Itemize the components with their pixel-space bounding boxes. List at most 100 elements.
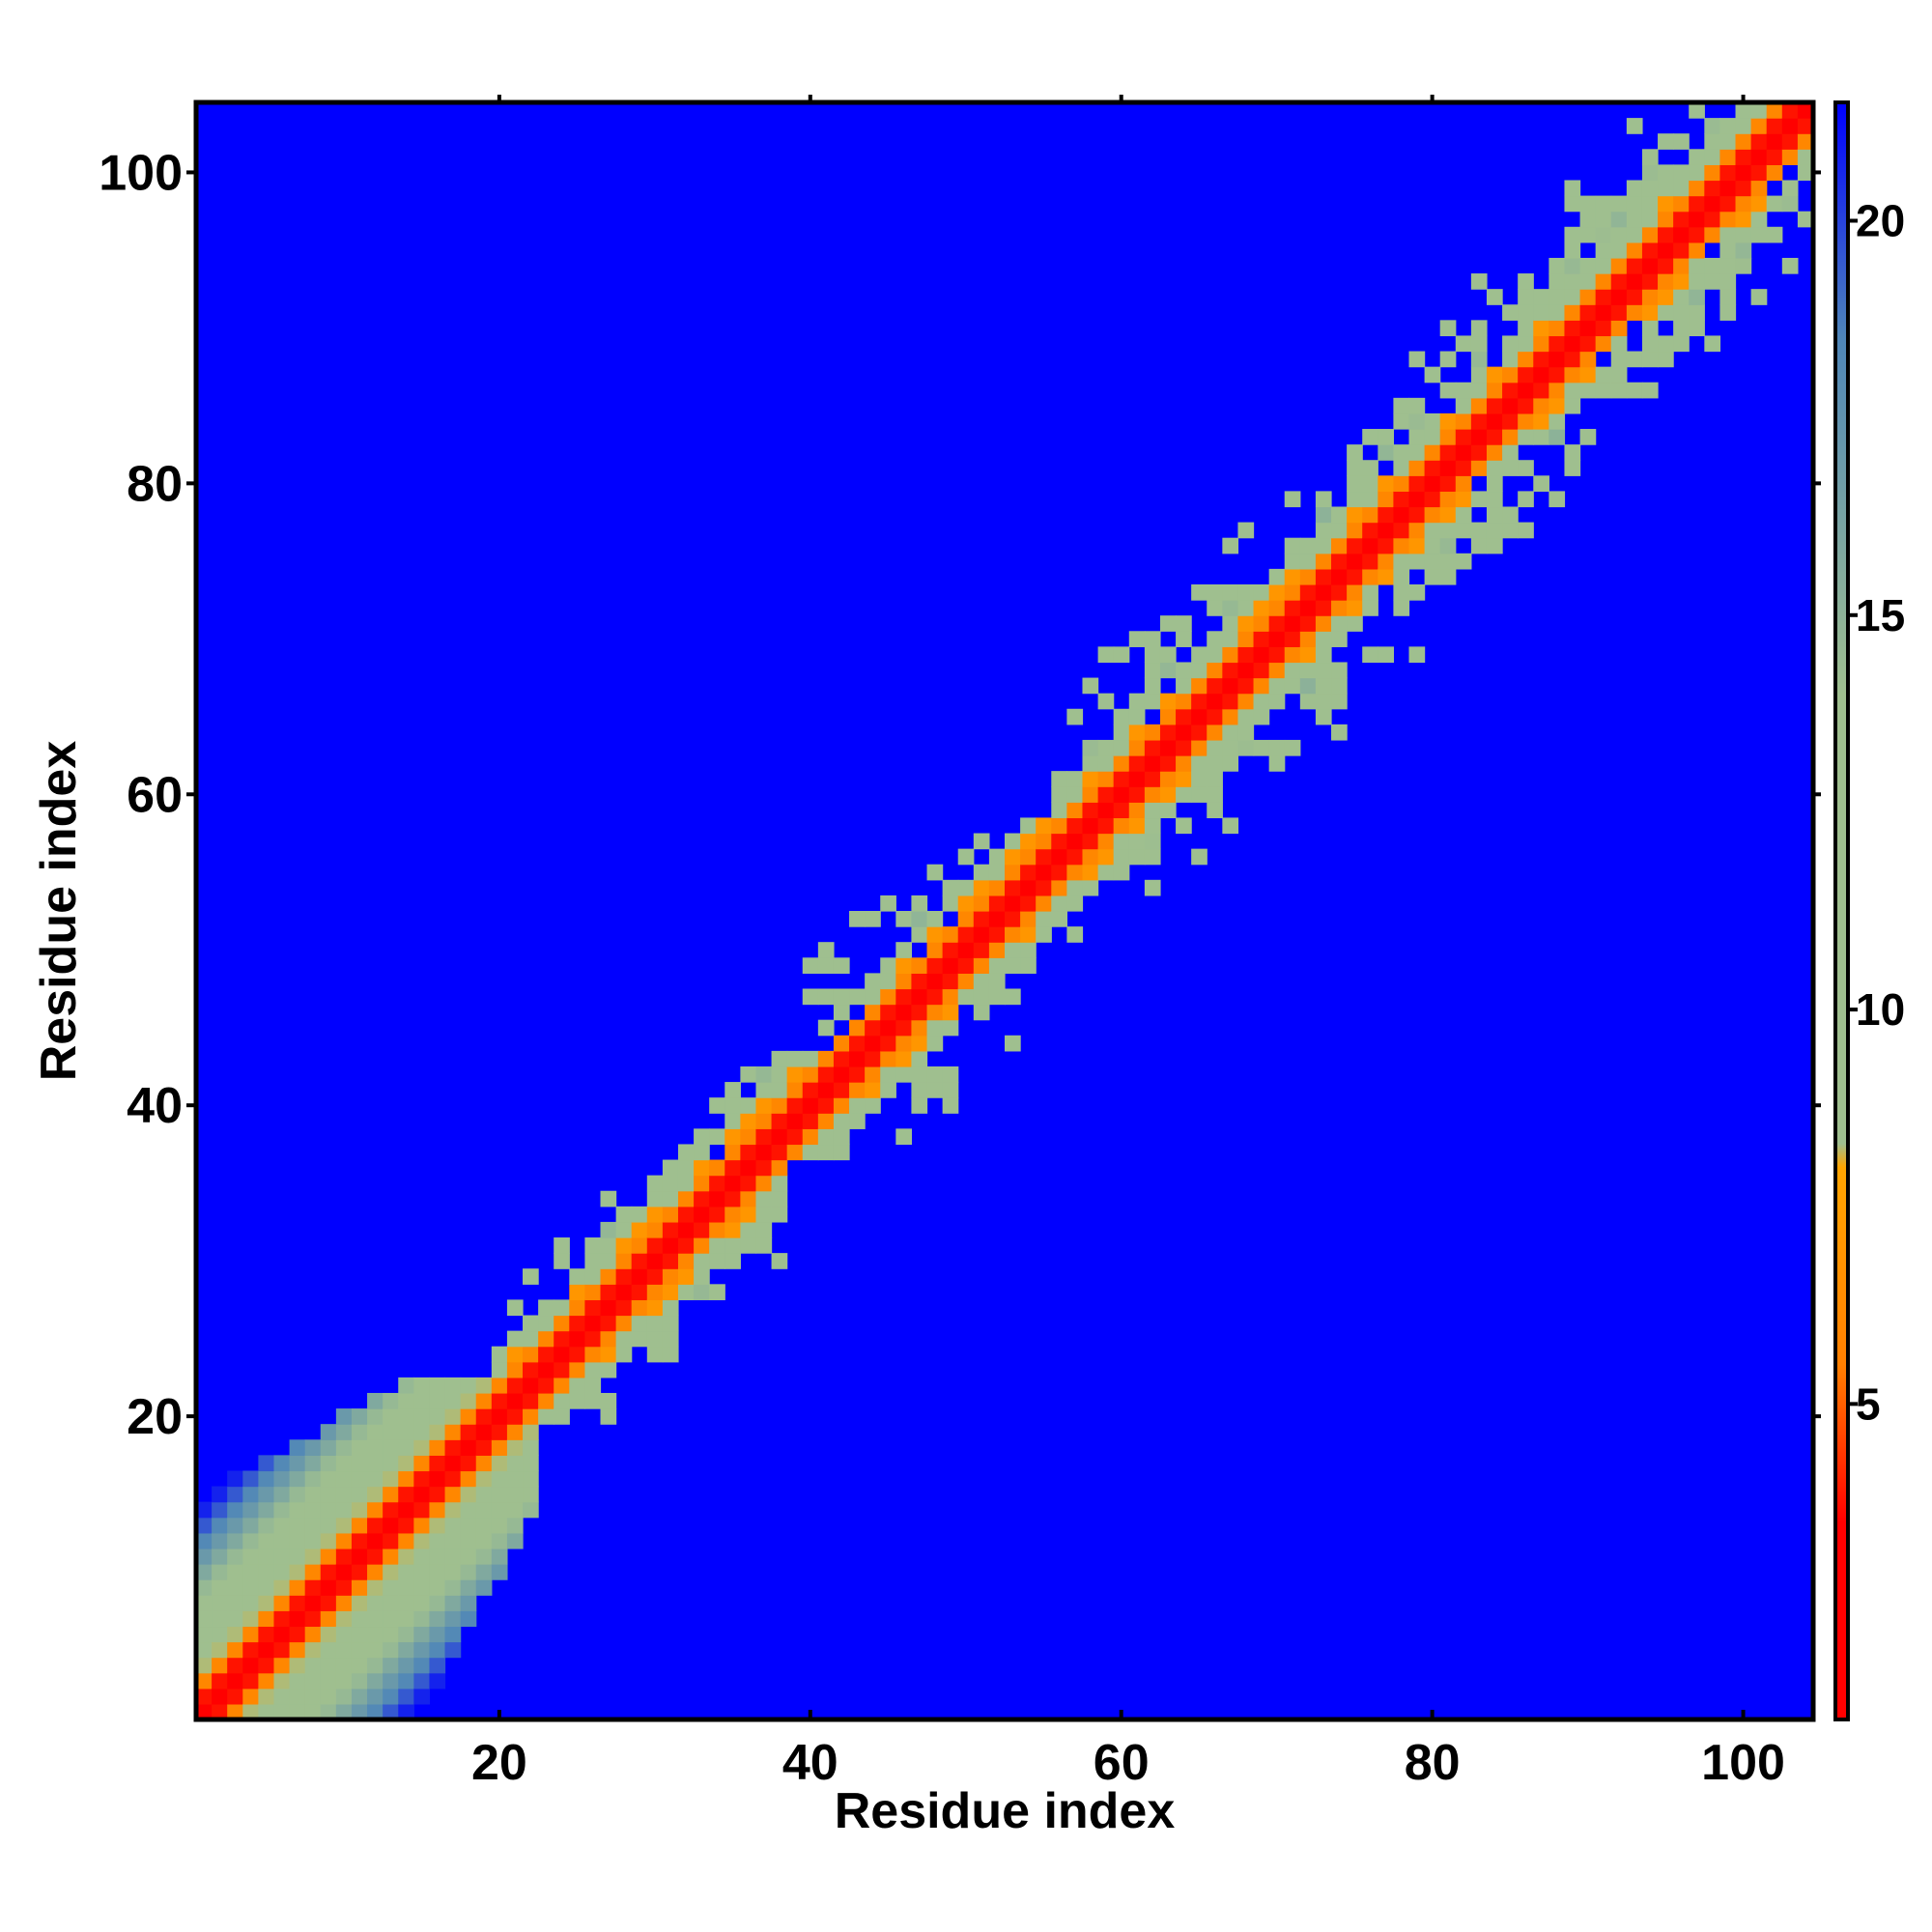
heatmap-cell (1331, 662, 1348, 679)
heatmap-cell (491, 1486, 508, 1503)
heatmap-cell (242, 1672, 259, 1690)
heatmap-cell (631, 1237, 648, 1254)
heatmap-cell (1486, 397, 1503, 414)
heatmap-cell (491, 1470, 508, 1488)
heatmap-cell (383, 1610, 399, 1628)
heatmap-cell (413, 1377, 431, 1394)
heatmap-cell (677, 1268, 695, 1285)
heatmap-cell (771, 1097, 788, 1114)
heatmap-cell (646, 1175, 664, 1192)
heatmap-cell (491, 1501, 508, 1519)
heatmap-cell (1766, 102, 1783, 119)
heatmap-cell (506, 1392, 524, 1409)
heatmap-cell (367, 1532, 384, 1549)
heatmap-cell (227, 1672, 243, 1690)
heatmap-cell (1378, 475, 1395, 493)
heatmap-cell (444, 1626, 462, 1643)
heatmap-cell (1113, 817, 1130, 835)
heatmap-cell (1051, 833, 1067, 850)
heatmap-cell (320, 1501, 337, 1519)
heatmap-cell (1113, 724, 1130, 741)
heatmap-cell (1005, 911, 1021, 927)
heatmap-cell (383, 1657, 399, 1674)
heatmap-cell (1253, 631, 1270, 647)
heatmap-cell (367, 1626, 384, 1643)
heatmap-cell (926, 926, 944, 943)
heatmap-cell (429, 1501, 446, 1519)
heatmap-cell (1719, 211, 1737, 228)
heatmap-cell (1641, 257, 1659, 274)
heatmap-cell (786, 1065, 804, 1083)
heatmap-cell (1253, 583, 1270, 601)
heatmap-cell (1128, 786, 1146, 803)
heatmap-cell (1191, 708, 1208, 725)
heatmap-cell (1564, 335, 1581, 353)
heatmap-cell (227, 1703, 243, 1720)
heatmap-cell (367, 1579, 384, 1596)
heatmap-cell (1331, 724, 1348, 741)
heatmap-cell (212, 1501, 228, 1519)
heatmap-cell (1005, 1035, 1021, 1052)
heatmap-cell (895, 988, 913, 1006)
heatmap-cell (1673, 320, 1690, 337)
heatmap-cell (1486, 522, 1503, 539)
heatmap-cell (1518, 382, 1534, 399)
heatmap-cell (569, 1361, 586, 1378)
heatmap-cell (600, 1268, 617, 1285)
heatmap-cell (413, 1517, 431, 1534)
heatmap-cell (1579, 273, 1597, 290)
heatmap-cell (444, 1595, 462, 1611)
heatmap-cell (196, 1532, 213, 1549)
heatmap-cell (1315, 491, 1332, 508)
heatmap-cell (258, 1548, 275, 1565)
heatmap-cell (1689, 211, 1705, 228)
heatmap-cell (1641, 211, 1659, 228)
heatmap-cell (988, 973, 1006, 990)
heatmap-cell (351, 1641, 368, 1659)
heatmap-cell (1735, 102, 1752, 119)
heatmap-cell (1735, 164, 1752, 182)
heatmap-cell (849, 911, 866, 927)
heatmap-cell (771, 1128, 788, 1146)
heatmap-cell (1766, 195, 1783, 213)
heatmap-cell (320, 1641, 337, 1659)
heatmap-cell (1331, 583, 1348, 601)
heatmap-cell (335, 1595, 353, 1611)
heatmap-cell (880, 1035, 896, 1052)
colorbar-tick-label: 10 (1856, 984, 1905, 1035)
heatmap-cell (1207, 739, 1223, 756)
heatmap-cell (335, 1641, 353, 1659)
heatmap-cell (833, 1113, 850, 1129)
heatmap-cell (1579, 351, 1597, 368)
heatmap-cell (1564, 460, 1581, 476)
heatmap-cell (212, 1517, 228, 1534)
heatmap-cell (569, 1284, 586, 1301)
heatmap-cell (740, 1113, 757, 1129)
heatmap-cell (383, 1424, 399, 1440)
heatmap-cell (988, 879, 1006, 896)
heatmap-cell (475, 1517, 493, 1534)
heatmap-cell (957, 879, 975, 896)
heatmap-cell (258, 1703, 275, 1720)
heatmap-cell (1362, 506, 1378, 524)
heatmap-cell (523, 1392, 539, 1409)
heatmap-cell (973, 926, 990, 943)
heatmap-cell (771, 1113, 788, 1129)
heatmap-cell (1408, 522, 1426, 539)
heatmap-cell (1191, 724, 1208, 741)
heatmap-cell (1315, 522, 1332, 539)
heatmap-cell (1408, 583, 1426, 601)
heatmap-cell (1518, 335, 1534, 353)
heatmap-cell (849, 1097, 866, 1114)
heatmap-cell (1284, 615, 1301, 632)
heatmap-cell (1641, 304, 1659, 321)
heatmap-cell (1424, 553, 1441, 570)
heatmap-cell (957, 848, 975, 866)
heatmap-cell (491, 1377, 508, 1394)
heatmap-cell (258, 1610, 275, 1628)
heatmap-cell (1097, 817, 1115, 835)
heatmap-cell (320, 1517, 337, 1534)
heatmap-cell (1051, 848, 1067, 866)
heatmap-cell (506, 1470, 524, 1488)
heatmap-cell (1626, 289, 1643, 305)
